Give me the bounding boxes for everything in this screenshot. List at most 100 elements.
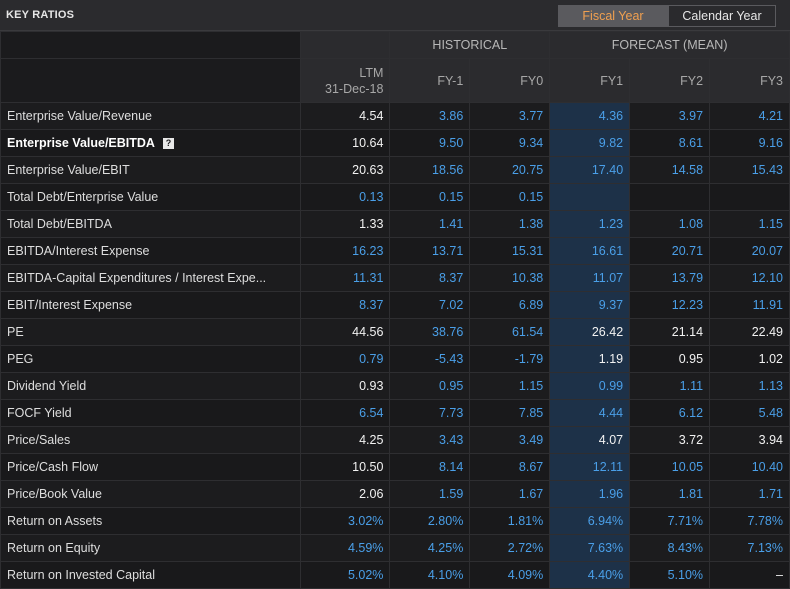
value-cell-ltm[interactable]: 4.25 (300, 426, 391, 454)
value-cell-fy1[interactable]: 11.07 (549, 264, 631, 292)
column-header-fy1[interactable]: FY1 (549, 58, 631, 103)
value-cell-fy3[interactable]: 9.16 (709, 129, 790, 157)
table-row[interactable]: EBITDA/Interest Expense 16.23 13.71 15.31 16… (0, 237, 790, 265)
value-cell-fy3[interactable]: 1.71 (709, 480, 790, 508)
value-cell-fy3[interactable]: 12.10 (709, 264, 790, 292)
value-cell-fy2[interactable]: 3.72 (629, 426, 711, 454)
value-cell-fy1[interactable]: 1.96 (549, 480, 631, 508)
value-cell-fy-minus1[interactable]: 0.15 (389, 183, 471, 211)
value-cell-fy0[interactable]: 4.09% (469, 561, 551, 589)
table-row[interactable]: EBIT/Interest Expense 8.37 7.02 6.89 9.37 12.… (0, 291, 790, 319)
value-cell-fy1[interactable] (549, 183, 631, 211)
value-cell-fy-minus1[interactable]: 3.86 (389, 102, 471, 130)
table-row[interactable]: Return on Invested Capital 5.02% 4.10% 4.09… (0, 561, 790, 589)
value-cell-fy0[interactable]: 8.67 (469, 453, 551, 481)
table-row[interactable]: PEG 0.79 -5.43 -1.79 1.19 0.95 1.02 (0, 345, 790, 373)
value-cell-fy1[interactable]: 4.07 (549, 426, 631, 454)
value-cell-fy1[interactable]: 12.11 (549, 453, 631, 481)
value-cell-fy0[interactable]: 20.75 (469, 156, 551, 184)
value-cell-fy1[interactable]: 16.61 (549, 237, 631, 265)
value-cell-fy1[interactable]: 0.99 (549, 372, 631, 400)
value-cell-fy0[interactable]: 7.85 (469, 399, 551, 427)
value-cell-fy-minus1[interactable]: 4.25% (389, 534, 471, 562)
value-cell-fy-minus1[interactable]: 1.41 (389, 210, 471, 238)
fiscal-year-toggle[interactable]: Fiscal Year (558, 5, 668, 27)
value-cell-fy0[interactable]: 10.38 (469, 264, 551, 292)
table-row[interactable]: Price/Sales 4.25 3.43 3.49 4.07 3.72 3.94 (0, 426, 790, 454)
table-row[interactable]: Dividend Yield 0.93 0.95 1.15 0.99 1.11 1.13 (0, 372, 790, 400)
value-cell-fy3[interactable]: 3.94 (709, 426, 790, 454)
value-cell-ltm[interactable]: 5.02% (300, 561, 391, 589)
value-cell-fy2[interactable]: 7.71% (629, 507, 711, 535)
value-cell-ltm[interactable]: 10.64 (300, 129, 391, 157)
value-cell-ltm[interactable]: 2.06 (300, 480, 391, 508)
value-cell-fy-minus1[interactable]: 3.43 (389, 426, 471, 454)
value-cell-fy1[interactable]: 1.23 (549, 210, 631, 238)
table-row[interactable]: Return on Equity 4.59% 4.25% 2.72% 7.63% 8.43… (0, 534, 790, 562)
value-cell-fy1[interactable]: 7.63% (549, 534, 631, 562)
value-cell-fy3[interactable]: 1.15 (709, 210, 790, 238)
value-cell-fy3[interactable]: 1.02 (709, 345, 790, 373)
value-cell-fy-minus1[interactable]: 1.59 (389, 480, 471, 508)
value-cell-fy1[interactable]: 4.36 (549, 102, 631, 130)
column-header-fy0[interactable]: FY0 (469, 58, 551, 103)
value-cell-ltm[interactable]: 0.13 (300, 183, 391, 211)
value-cell-ltm[interactable]: 11.31 (300, 264, 391, 292)
value-cell-fy2[interactable]: 1.08 (629, 210, 711, 238)
value-cell-fy0[interactable]: 1.15 (469, 372, 551, 400)
value-cell-fy3[interactable]: 15.43 (709, 156, 790, 184)
table-row[interactable]: FOCF Yield 6.54 7.73 7.85 4.44 6.12 5.48 (0, 399, 790, 427)
column-header-fy3[interactable]: FY3 (709, 58, 790, 103)
value-cell-fy-minus1[interactable]: 38.76 (389, 318, 471, 346)
value-cell-fy2[interactable]: 5.10% (629, 561, 711, 589)
value-cell-fy1[interactable]: 4.40% (549, 561, 631, 589)
value-cell-fy3[interactable]: 11.91 (709, 291, 790, 319)
value-cell-fy3[interactable]: 5.48 (709, 399, 790, 427)
value-cell-fy1[interactable]: 17.40 (549, 156, 631, 184)
value-cell-fy-minus1[interactable]: 0.95 (389, 372, 471, 400)
value-cell-fy-minus1[interactable]: -5.43 (389, 345, 471, 373)
value-cell-fy1[interactable]: 26.42 (549, 318, 631, 346)
value-cell-fy2[interactable]: 12.23 (629, 291, 711, 319)
value-cell-fy3[interactable]: 20.07 (709, 237, 790, 265)
value-cell-fy2[interactable]: 6.12 (629, 399, 711, 427)
value-cell-fy2[interactable]: 20.71 (629, 237, 711, 265)
calendar-year-toggle[interactable]: Calendar Year (668, 5, 776, 27)
value-cell-fy2[interactable]: 1.11 (629, 372, 711, 400)
value-cell-ltm[interactable]: 4.59% (300, 534, 391, 562)
help-icon[interactable]: ? (162, 138, 174, 150)
value-cell-ltm[interactable]: 16.23 (300, 237, 391, 265)
value-cell-fy2[interactable]: 8.43% (629, 534, 711, 562)
value-cell-fy3[interactable]: 1.13 (709, 372, 790, 400)
value-cell-fy0[interactable]: 1.67 (469, 480, 551, 508)
value-cell-fy1[interactable]: 4.44 (549, 399, 631, 427)
value-cell-fy1[interactable]: 1.19 (549, 345, 631, 373)
value-cell-fy3[interactable]: 4.21 (709, 102, 790, 130)
value-cell-fy0[interactable]: 2.72% (469, 534, 551, 562)
column-header-fy-minus1[interactable]: FY-1 (389, 58, 471, 103)
value-cell-fy2[interactable]: 14.58 (629, 156, 711, 184)
table-row[interactable]: Return on Assets 3.02% 2.80% 1.81% 6.94% 7.71… (0, 507, 790, 535)
value-cell-fy-minus1[interactable]: 8.37 (389, 264, 471, 292)
value-cell-ltm[interactable]: 6.54 (300, 399, 391, 427)
value-cell-fy-minus1[interactable]: 18.56 (389, 156, 471, 184)
value-cell-fy2[interactable]: 0.95 (629, 345, 711, 373)
value-cell-fy3[interactable] (709, 183, 790, 211)
value-cell-ltm[interactable]: 0.93 (300, 372, 391, 400)
value-cell-fy0[interactable]: 61.54 (469, 318, 551, 346)
table-row[interactable]: Price/Cash Flow 10.50 8.14 8.67 12.11 10.05 10… (0, 453, 790, 481)
value-cell-fy3[interactable]: 10.40 (709, 453, 790, 481)
value-cell-fy2[interactable]: 21.14 (629, 318, 711, 346)
value-cell-fy2[interactable]: 8.61 (629, 129, 711, 157)
value-cell-ltm[interactable]: 4.54 (300, 102, 391, 130)
table-row[interactable]: PE 44.56 38.76 61.54 26.42 21.14 22.49 (0, 318, 790, 346)
value-cell-ltm[interactable]: 20.63 (300, 156, 391, 184)
value-cell-fy0[interactable]: -1.79 (469, 345, 551, 373)
table-row[interactable]: Total Debt/Enterprise Value 0.13 0.15 0.15 (0, 183, 790, 211)
value-cell-fy3[interactable]: 7.78% (709, 507, 790, 535)
value-cell-fy0[interactable]: 1.38 (469, 210, 551, 238)
value-cell-fy-minus1[interactable]: 9.50 (389, 129, 471, 157)
value-cell-fy0[interactable]: 15.31 (469, 237, 551, 265)
value-cell-ltm[interactable]: 8.37 (300, 291, 391, 319)
value-cell-fy1[interactable]: 6.94% (549, 507, 631, 535)
